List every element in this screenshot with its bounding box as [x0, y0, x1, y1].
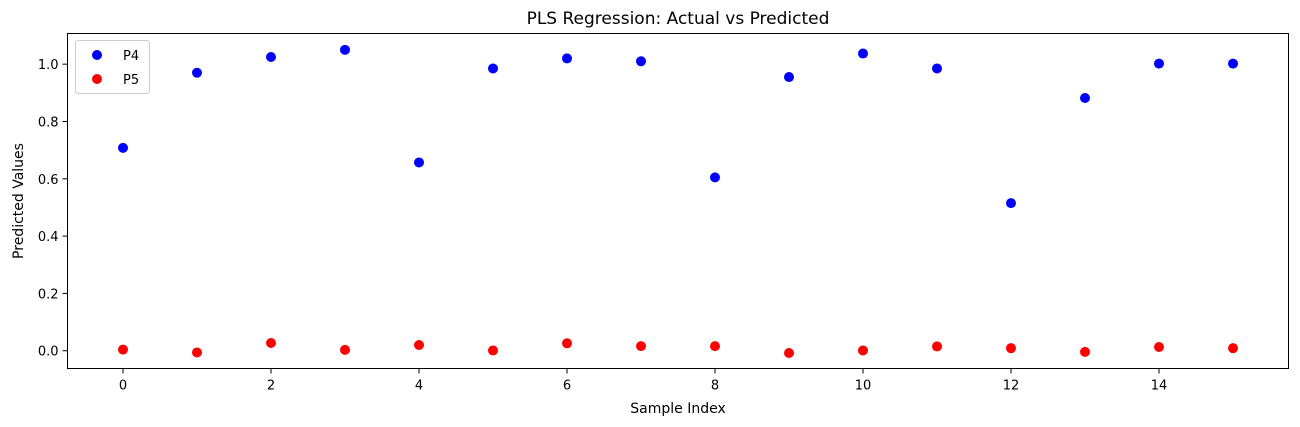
point-p5-11 — [932, 341, 942, 352]
point-p4-11 — [932, 63, 942, 74]
y-tick-label: 0.6 — [38, 173, 59, 188]
point-p5-4 — [414, 340, 424, 351]
point-p4-7 — [636, 56, 646, 67]
point-p4-5 — [488, 63, 498, 74]
point-p5-8 — [710, 341, 720, 352]
point-p5-14 — [1154, 342, 1164, 353]
x-tick-label: 6 — [563, 379, 571, 394]
point-p5-10 — [858, 345, 868, 356]
y-tick-label: 0.4 — [38, 230, 59, 245]
point-p4-10 — [858, 48, 868, 59]
point-p5-3 — [340, 344, 350, 355]
legend: P4 P5 — [75, 40, 150, 94]
point-p4-9 — [784, 72, 794, 83]
point-p4-2 — [266, 51, 276, 62]
x-tick-label: 14 — [1151, 379, 1168, 394]
point-p5-7 — [636, 341, 646, 352]
y-axis: 0.0 0.2 0.4 0.6 0.8 1.0 — [38, 58, 68, 360]
x-tick-label: 0 — [119, 379, 127, 394]
point-p5-9 — [784, 348, 794, 359]
y-tick-label: 0.2 — [38, 287, 59, 302]
legend-label-p5: P5 — [123, 73, 139, 88]
x-axis-label: Sample Index — [630, 401, 725, 417]
point-p4-15 — [1228, 58, 1238, 69]
point-p4-1 — [192, 67, 202, 78]
plot-area — [67, 33, 1289, 369]
point-p4-0 — [118, 142, 128, 153]
x-tick-label: 2 — [267, 379, 275, 394]
point-p5-1 — [192, 347, 202, 358]
legend-marker-p5 — [92, 74, 102, 84]
x-tick-label: 10 — [855, 379, 872, 394]
point-p5-6 — [562, 338, 572, 349]
point-p5-12 — [1006, 343, 1016, 354]
x-tick-label: 12 — [1003, 379, 1020, 394]
y-tick-label: 0.0 — [38, 345, 59, 360]
point-p5-2 — [266, 337, 276, 348]
point-p5-13 — [1080, 346, 1090, 357]
data-points — [118, 44, 1238, 359]
x-tick-label: 4 — [415, 379, 423, 394]
point-p5-0 — [118, 344, 128, 355]
legend-marker-p4 — [92, 50, 102, 60]
point-p4-12 — [1006, 198, 1016, 209]
point-p4-6 — [562, 53, 572, 64]
point-p5-15 — [1228, 343, 1238, 354]
point-p4-8 — [710, 172, 720, 183]
y-tick-label: 0.8 — [38, 115, 59, 130]
y-tick-label: 1.0 — [38, 58, 59, 73]
plot-frame — [67, 33, 1289, 369]
x-axis: 0 2 4 6 8 10 12 14 — [119, 368, 1168, 394]
point-p4-13 — [1080, 92, 1090, 103]
point-p4-4 — [414, 157, 424, 168]
legend-label-p4: P4 — [123, 49, 139, 64]
y-axis-label: Predicted Values — [11, 143, 27, 259]
x-tick-label: 8 — [711, 379, 719, 394]
point-p5-5 — [488, 345, 498, 356]
point-p4-3 — [340, 44, 350, 55]
chart-title: PLS Regression: Actual vs Predicted — [527, 9, 830, 29]
point-p4-14 — [1154, 58, 1164, 69]
